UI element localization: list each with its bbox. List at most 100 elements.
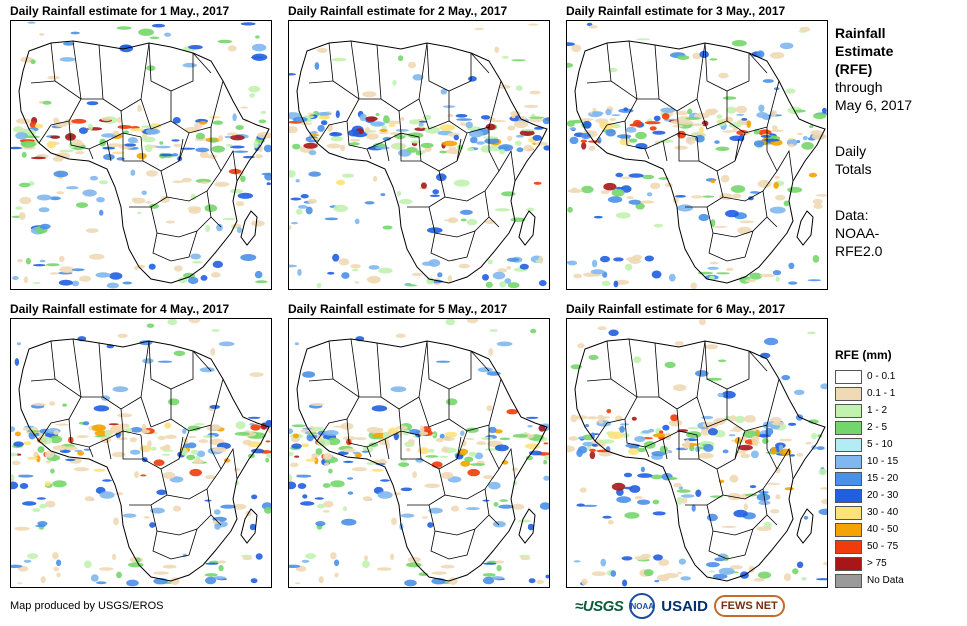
country-border: [704, 42, 750, 92]
legend-items: 0 - 0.1 0.1 - 1 1 - 2 2 - 5 5 - 10 10 - 15 15 …: [835, 368, 965, 589]
totals-line: Totals: [835, 161, 872, 177]
country-border: [426, 340, 472, 390]
country-border: [696, 396, 728, 428]
country-border: [106, 140, 112, 162]
country-border: [72, 338, 82, 398]
legend-item: 40 - 50: [835, 521, 965, 538]
sidebar-title-line: Rainfall: [835, 25, 886, 41]
country-border: [350, 338, 360, 398]
rainfall-map: [289, 319, 549, 587]
agency-logos: ≈USGS NOAA USAID FEWS NET: [575, 593, 785, 619]
map-frame: [10, 318, 272, 588]
country-border: [456, 138, 462, 162]
legend-swatch: [835, 369, 862, 384]
rainfall-map: [11, 21, 271, 289]
country-border: [628, 40, 638, 100]
country-border: [328, 340, 381, 398]
country-border: [400, 431, 421, 460]
rainfall-field: [11, 21, 271, 289]
country-border: [594, 98, 638, 144]
legend-label: 30 - 40: [867, 507, 899, 518]
country-border: [140, 396, 172, 428]
through-line: through: [835, 79, 883, 95]
sidebar-info: Rainfall Estimate (RFE) through May 6, 2…: [835, 24, 965, 260]
map-panel-5: Daily Rainfall estimate for 5 May., 2017: [288, 302, 550, 588]
country-border: [152, 230, 198, 262]
country-border: [418, 98, 450, 130]
country-border: [210, 127, 222, 172]
country-border: [586, 378, 612, 382]
country-border: [748, 350, 768, 372]
country-border: [430, 528, 476, 560]
map-panel-1: Daily Rainfall estimate for 1 May., 2017: [10, 4, 272, 290]
country-border: [766, 425, 778, 470]
legend-label: 0 - 0.1: [867, 371, 896, 382]
madagascar-outline: [240, 508, 258, 544]
country-border: [88, 446, 94, 458]
legend-label: 0.1 - 1: [867, 388, 896, 399]
country-border: [708, 528, 754, 560]
legend-label: 15 - 20: [867, 473, 899, 484]
country-border: [38, 98, 82, 144]
africa-coastline: [18, 338, 270, 582]
country-border: [407, 494, 446, 506]
map-panel-6: Daily Rainfall estimate for 6 May., 2017: [566, 302, 828, 588]
country-border: [734, 436, 740, 460]
legend-swatch: [835, 505, 862, 520]
country-border: [407, 196, 446, 208]
country-border: [122, 133, 143, 162]
country-border: [308, 378, 334, 382]
africa-coastline: [296, 338, 548, 582]
country-border: [734, 138, 740, 162]
country-border: [470, 52, 490, 74]
madagascar-outline: [796, 508, 814, 544]
sidebar-title-line: Estimate: [835, 43, 894, 59]
rainfall-field: [289, 319, 549, 587]
country-border: [418, 396, 450, 428]
country-border: [366, 148, 372, 160]
country-border: [644, 148, 650, 160]
country-border: [448, 378, 502, 432]
country-border: [30, 80, 56, 84]
through-date: May 6, 2017: [835, 97, 913, 113]
madagascar-outline: [518, 210, 536, 246]
legend-item: 50 - 75: [835, 538, 965, 555]
legend-swatch: [835, 556, 862, 571]
country-border: [696, 98, 728, 130]
map-frame: [566, 20, 828, 290]
country-border: [30, 378, 56, 382]
country-border: [706, 206, 768, 238]
legend-item: 30 - 40: [835, 504, 965, 521]
country-border: [384, 140, 390, 162]
legend-label: 1 - 2: [867, 405, 888, 416]
country-border: [192, 52, 212, 74]
legend-label: 2 - 5: [867, 422, 888, 433]
legend-swatch: [835, 539, 862, 554]
madagascar-outline: [518, 508, 536, 544]
country-border: [38, 396, 82, 442]
legend-swatch: [835, 522, 862, 537]
legend-item: 5 - 10: [835, 436, 965, 453]
country-border: [766, 127, 778, 172]
legend-item: 2 - 5: [835, 419, 965, 436]
country-border: [120, 110, 142, 138]
country-border: [586, 80, 612, 84]
noaa-logo: NOAA: [629, 593, 656, 619]
country-border: [88, 148, 94, 160]
country-border: [148, 340, 194, 390]
country-border: [594, 396, 638, 442]
country-border: [426, 42, 472, 92]
country-border: [316, 396, 360, 442]
legend-item: 10 - 15: [835, 453, 965, 470]
country-border: [488, 127, 500, 172]
rainfall-legend: RFE (mm) 0 - 0.1 0.1 - 1 1 - 2 2 - 5 5 - 10 1…: [835, 348, 965, 589]
map-credit: Map produced by USGS/EROS: [10, 600, 164, 612]
country-border: [662, 140, 668, 162]
country-border: [129, 494, 168, 506]
country-border: [152, 528, 198, 560]
country-border: [50, 340, 103, 398]
africa-coastline: [18, 40, 270, 284]
legend-swatch: [835, 420, 862, 435]
country-border: [428, 504, 490, 536]
legend-item: No Data: [835, 572, 965, 589]
